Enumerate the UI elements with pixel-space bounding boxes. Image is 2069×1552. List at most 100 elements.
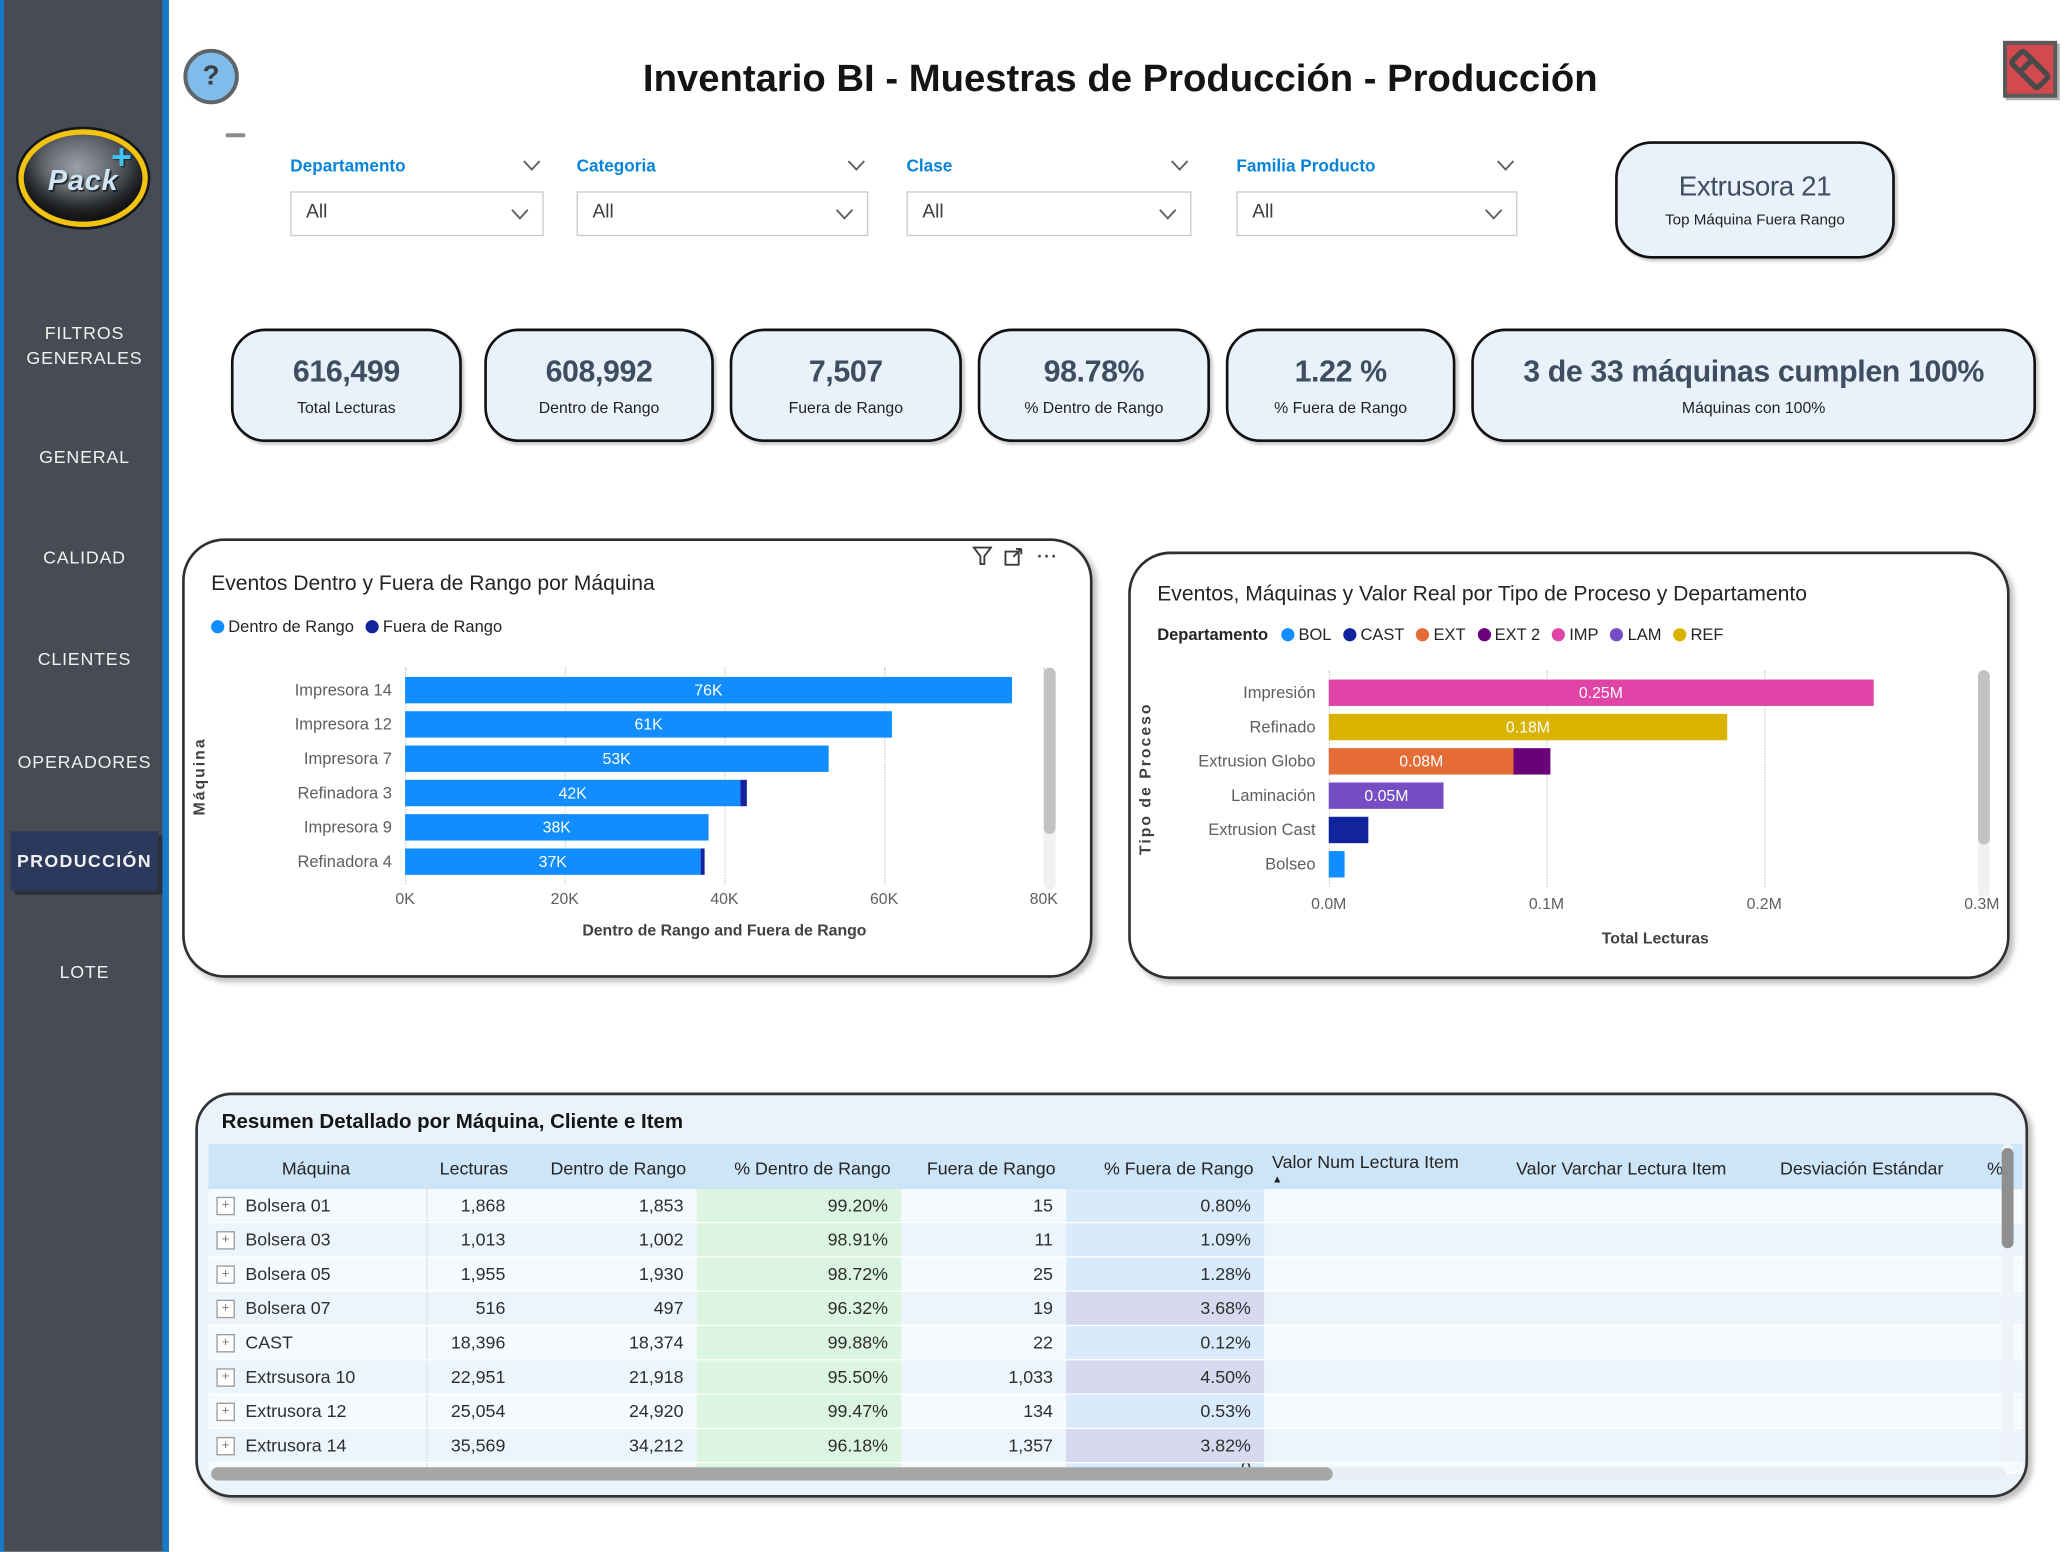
table-horizontal-scrollbar[interactable] xyxy=(211,1467,2006,1481)
row-expander-icon[interactable]: + xyxy=(216,1230,235,1249)
column-header--fuera-de-rango[interactable]: % Fuera de Rango xyxy=(1066,1144,1264,1189)
clear-filters-button[interactable] xyxy=(2003,40,2058,98)
chevron-down-icon[interactable] xyxy=(523,160,541,172)
bar-segment-dentro-de-rango[interactable]: 53K xyxy=(405,745,829,772)
bar-segment-dentro-de-rango[interactable]: 38K xyxy=(405,814,709,841)
legend-item-ext-2[interactable]: EXT 2 xyxy=(1477,625,1540,644)
sidebar-item-operadores[interactable]: OPERADORES xyxy=(17,752,152,772)
filter-label[interactable]: Departamento xyxy=(290,156,543,182)
focus-mode-icon[interactable] xyxy=(1004,546,1025,566)
legend-item-imp[interactable]: IMP xyxy=(1552,625,1599,644)
table-cell: 24,920 xyxy=(629,1401,684,1422)
bar-segment-cast[interactable] xyxy=(1328,816,1368,844)
table-cell: + Extrusora 12 xyxy=(208,1395,426,1428)
table-vertical-scrollbar[interactable] xyxy=(2001,1144,2014,1461)
more-options-icon[interactable]: ··· xyxy=(1037,546,1059,567)
row-expander-icon[interactable]: + xyxy=(216,1299,235,1318)
column-header-lecturas[interactable]: Lecturas xyxy=(426,1144,518,1189)
scrollbar-thumb[interactable] xyxy=(211,1467,1333,1481)
sidebar-item-general[interactable]: GENERAL xyxy=(39,447,130,468)
row-expander-icon[interactable]: + xyxy=(216,1367,235,1387)
bar-segment-dentro-de-rango[interactable]: 37K xyxy=(405,848,701,875)
collapse-dash xyxy=(225,133,246,138)
column-header--[interactable]: % xyxy=(1979,1144,2023,1189)
kpi-card-dentro-de-rango: 608,992 Dentro de Rango xyxy=(484,328,714,443)
column-header-desviaci-n-est-ndar[interactable]: Desviación Estándar xyxy=(1772,1144,1979,1189)
bar-segment-imp[interactable]: 0.25M xyxy=(1328,679,1874,706)
bar-data-label: 37K xyxy=(538,852,567,871)
column-header-m-quina[interactable]: Máquina xyxy=(208,1144,426,1189)
bar-segment-dentro-de-rango[interactable]: 76K xyxy=(405,676,1012,704)
table-cell xyxy=(1772,1395,1979,1428)
filter-dropdown[interactable]: All xyxy=(576,191,869,237)
chart-scrollbar[interactable] xyxy=(1043,667,1056,890)
filter-dropdown[interactable]: All xyxy=(290,191,544,237)
help-button[interactable]: ? xyxy=(183,48,239,105)
bar-segment-ext[interactable]: 0.08M xyxy=(1328,748,1514,775)
filter-group-familia-producto: Familia Producto All xyxy=(1236,156,1518,240)
row-expander-icon[interactable]: + xyxy=(216,1401,235,1421)
chevron-down-icon[interactable] xyxy=(1496,160,1515,172)
bar-segment-ref[interactable]: 0.18M xyxy=(1328,713,1728,741)
filter-label[interactable]: Categoria xyxy=(577,156,869,182)
table-row[interactable]: + Extrusora 12 25,054 24,920 99.47% 134 0.53% xyxy=(208,1394,2023,1430)
column-header-valor-varchar-lectura-item[interactable]: Valor Varchar Lectura Item xyxy=(1508,1144,1772,1189)
row-expander-icon[interactable]: + xyxy=(216,1264,235,1284)
bar-segment-lam[interactable]: 0.05M xyxy=(1328,782,1445,809)
sidebar-item-clientes[interactable]: CLIENTES xyxy=(37,649,132,669)
chevron-down-icon[interactable] xyxy=(1170,160,1189,172)
sidebar-item-lote[interactable]: LOTE xyxy=(59,961,110,982)
column-header-dentro-de-rango[interactable]: Dentro de Rango xyxy=(519,1144,697,1189)
scrollbar-thumb[interactable] xyxy=(1043,667,1056,834)
column-header-fuera-de-rango[interactable]: Fuera de Rango xyxy=(901,1144,1066,1189)
row-expander-icon[interactable]: + xyxy=(216,1333,235,1352)
bar-segment-dentro-de-rango[interactable]: 61K xyxy=(405,711,893,738)
table-cell: 19 xyxy=(1033,1298,1053,1319)
bar-segment-fuera-de-rango[interactable] xyxy=(700,848,706,875)
filter-label[interactable]: Clase xyxy=(907,156,1192,182)
bar-track: 0.25M xyxy=(1328,679,1982,706)
bar-segment-ext-2[interactable] xyxy=(1513,748,1551,775)
row-expander-icon[interactable]: + xyxy=(216,1196,235,1215)
bar-segment-dentro-de-rango[interactable]: 42K xyxy=(405,779,741,807)
legend-item-ref[interactable]: REF xyxy=(1673,625,1724,644)
table-row[interactable]: + Extrsusora 10 22,951 21,918 95.50% 1,033 4.5… xyxy=(208,1360,2023,1395)
x-tick-label: 0.0M xyxy=(1311,894,1347,914)
filter-dropdown[interactable]: All xyxy=(906,191,1192,237)
sidebar-item-producci-n[interactable]: PRODUCCIÓN xyxy=(10,831,159,891)
scrollbar-thumb[interactable] xyxy=(2001,1147,2014,1249)
table-row[interactable]: + Bolsera 05 1,955 1,930 98.72% 25 1.28% xyxy=(208,1257,2023,1292)
column-header-valor-num-lectura-item[interactable]: Valor Num Lectura Item ▲ xyxy=(1264,1144,1508,1189)
table-row[interactable]: + Bolsera 07 516 497 96.32% 19 3.68% xyxy=(208,1291,2023,1327)
bar-segment-bol[interactable] xyxy=(1328,851,1344,878)
table-cell: 96.32% xyxy=(696,1291,902,1325)
table-cell xyxy=(1772,1360,1979,1393)
column-header-label: % Fuera de Rango xyxy=(1103,1157,1254,1178)
table-row[interactable]: + Bolsera 03 1,013 1,002 98.91% 11 1.09% xyxy=(208,1223,2023,1258)
sidebar-item-filtros-generales[interactable]: FILTROS GENERALES xyxy=(26,323,143,369)
table-row[interactable]: + CAST 18,396 18,374 99.88% 22 0.12% xyxy=(208,1326,2023,1361)
legend-item-bol[interactable]: BOL xyxy=(1281,625,1331,644)
x-tick-label: 20K xyxy=(550,889,579,908)
legend-label: LAM xyxy=(1627,625,1662,644)
filter-value: All xyxy=(306,201,328,223)
legend-item-ext[interactable]: EXT xyxy=(1416,625,1466,644)
chevron-down-icon[interactable] xyxy=(847,160,865,172)
scrollbar-thumb[interactable] xyxy=(1977,670,1990,845)
filter-label[interactable]: Familia Producto xyxy=(1236,156,1517,182)
table-row[interactable]: + Bolsera 01 1,868 1,853 99.20% 15 0.80% xyxy=(208,1188,2023,1224)
legend-label: Dentro de Rango xyxy=(228,617,354,637)
filter-dropdown[interactable]: All xyxy=(1236,191,1518,237)
column-header--dentro-de-rango[interactable]: % Dentro de Rango xyxy=(697,1144,902,1189)
legend-item-dentro-de-rango[interactable]: Dentro de Rango xyxy=(211,618,354,636)
sidebar-item-calidad[interactable]: CALIDAD xyxy=(43,547,126,568)
legend-item-fuera-de-rango[interactable]: Fuera de Rango xyxy=(365,618,502,636)
x-tick-label: 0K xyxy=(395,889,415,908)
filter-funnel-icon[interactable] xyxy=(972,546,993,566)
legend-item-cast[interactable]: CAST xyxy=(1343,625,1404,644)
table-row[interactable]: + Extrusora 14 35,569 34,212 96.18% 1,357 3.82… xyxy=(208,1429,2023,1464)
legend-item-lam[interactable]: LAM xyxy=(1610,625,1662,644)
chart-scrollbar[interactable] xyxy=(1977,670,1990,898)
bar-segment-fuera-de-rango[interactable] xyxy=(740,779,747,807)
row-expander-icon[interactable]: + xyxy=(216,1436,235,1455)
